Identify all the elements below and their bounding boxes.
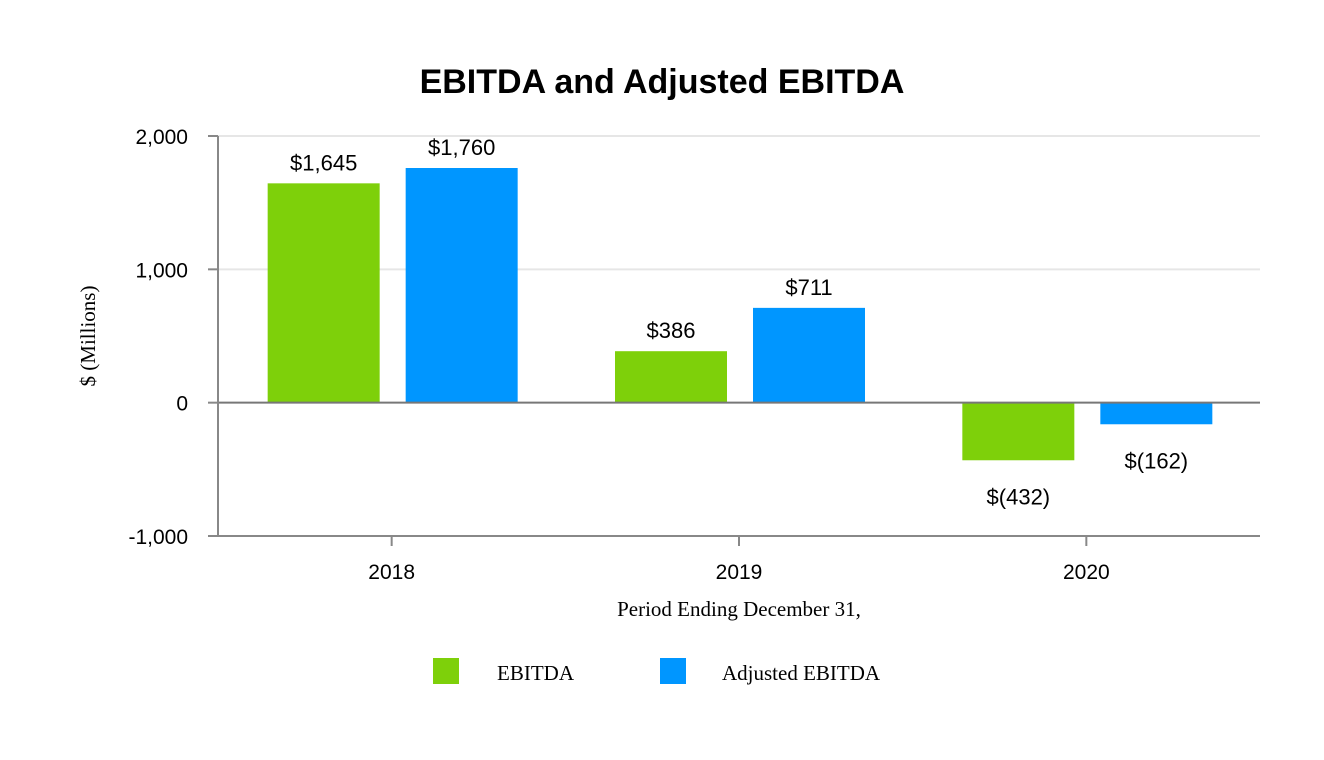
y-tick-label: 1,000 [135, 259, 188, 282]
gridlines [218, 135, 1260, 271]
bar-adjusted-ebitda-2018 [405, 168, 518, 403]
data-label: $(432) [987, 484, 1051, 509]
legend-swatch [660, 658, 686, 684]
data-label: $1,645 [290, 150, 357, 175]
data-label: $386 [647, 318, 696, 343]
chart-title: EBITDA and Adjusted EBITDA [420, 63, 905, 101]
data-label: $711 [785, 275, 832, 300]
bar-ebitda-2018 [267, 183, 380, 403]
legend-swatch [433, 658, 459, 684]
y-axis-label: $ (Millions) [76, 286, 100, 387]
legend-label: Adjusted EBITDA [722, 661, 881, 685]
bar-adjusted-ebitda-2020 [1100, 402, 1213, 425]
x-axis-label: Period Ending December 31, [617, 597, 861, 621]
x-tick-label: 2020 [1063, 561, 1110, 584]
x-tick-label: 2018 [368, 561, 415, 584]
legend-label: EBITDA [497, 661, 575, 685]
bar-ebitda-2020 [962, 402, 1075, 461]
bar-adjusted-ebitda-2019 [753, 307, 865, 403]
bars: $1,645 $1,760 $386 $711 $(432) $(162) [267, 135, 1213, 509]
axes: -1,000 0 1,000 2,000 2018 2019 2020 [128, 126, 1260, 584]
data-label: $1,760 [428, 135, 495, 160]
x-tick-label: 2019 [716, 561, 763, 584]
y-tick-label: -1,000 [128, 526, 188, 549]
data-label: $(162) [1125, 448, 1189, 473]
legend: EBITDA Adjusted EBITDA [433, 658, 881, 685]
y-tick-label: 0 [176, 393, 188, 416]
y-tick-label: 2,000 [135, 126, 188, 149]
bar-ebitda-2019 [615, 351, 727, 403]
